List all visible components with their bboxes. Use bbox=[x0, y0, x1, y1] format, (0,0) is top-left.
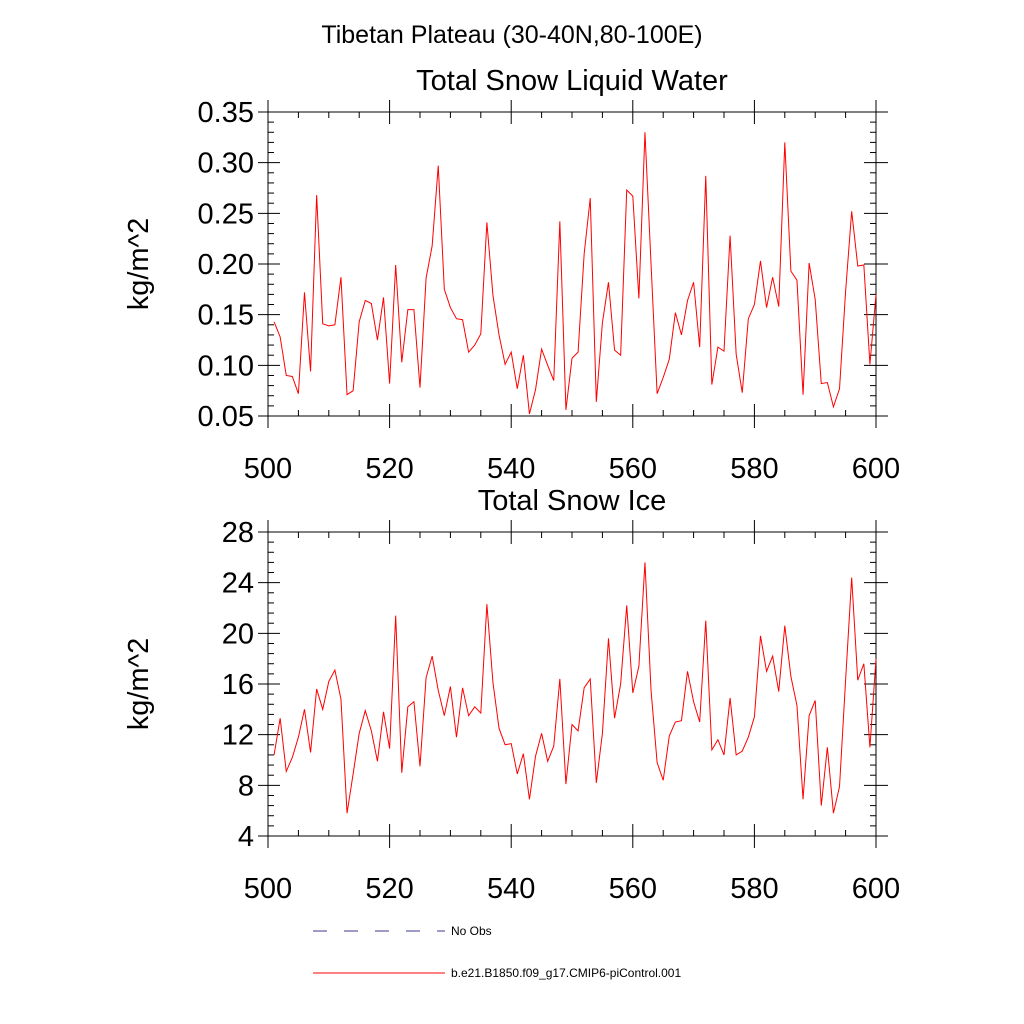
plot-frame bbox=[267, 111, 877, 417]
x-tick-label: 580 bbox=[730, 873, 778, 905]
y-tick-label: 0.20 bbox=[198, 249, 254, 281]
x-tick-label: 560 bbox=[609, 453, 657, 485]
x-tick-label: 600 bbox=[852, 453, 900, 485]
y-tick-label: 0.25 bbox=[198, 198, 254, 230]
x-tick-label: 500 bbox=[244, 453, 292, 485]
y-tick-label: 16 bbox=[222, 669, 254, 701]
y-tick-label: 0.10 bbox=[198, 350, 254, 382]
chart-title: Total Snow Liquid Water bbox=[416, 65, 728, 97]
y-tick-label: 0.15 bbox=[198, 300, 254, 332]
legend: No Obs b.e21.B1850.f09_g17.CMIP6-piContr… bbox=[313, 924, 681, 980]
x-tick-label: 500 bbox=[244, 873, 292, 905]
legend-label-model: b.e21.B1850.f09_g17.CMIP6-piControl.001 bbox=[451, 966, 681, 980]
figure-main-title: Tibetan Plateau (30-40N,80-100E) bbox=[321, 21, 702, 49]
x-tick-label: 540 bbox=[487, 873, 535, 905]
series-line bbox=[273, 132, 877, 415]
y-axis-label: kg/m^2 bbox=[123, 638, 155, 731]
plot-frame bbox=[267, 531, 877, 837]
x-tick-label: 560 bbox=[609, 873, 657, 905]
y-tick-label: 12 bbox=[222, 720, 254, 752]
y-tick-label: 0.30 bbox=[198, 148, 254, 180]
y-tick-label: 24 bbox=[222, 568, 254, 600]
x-tick-label: 520 bbox=[365, 453, 413, 485]
panel-total-snow-ice: Total Snow Ice kg/m^2 4 8 12 16 20 24 28 500 520 54… bbox=[123, 485, 900, 905]
x-tick-label: 600 bbox=[852, 873, 900, 905]
x-tick-label: 520 bbox=[365, 873, 413, 905]
y-tick-label: 0.35 bbox=[198, 97, 254, 129]
y-tick-label: 28 bbox=[222, 517, 254, 549]
y-tick-label: 20 bbox=[222, 618, 254, 650]
legend-label-no-obs: No Obs bbox=[451, 924, 492, 938]
x-tick-label: 540 bbox=[487, 453, 535, 485]
y-tick-label: 8 bbox=[238, 770, 254, 802]
series-line bbox=[273, 562, 877, 814]
chart-title: Total Snow Ice bbox=[478, 485, 667, 517]
panel-total-snow-liquid-water: Total Snow Liquid Water kg/m^2 0.05 0.10 0.1… bbox=[123, 65, 900, 485]
y-tick-label: 0.05 bbox=[198, 401, 254, 433]
y-axis-label: kg/m^2 bbox=[123, 218, 155, 311]
x-tick-label: 580 bbox=[730, 453, 778, 485]
y-tick-label: 4 bbox=[238, 821, 254, 853]
